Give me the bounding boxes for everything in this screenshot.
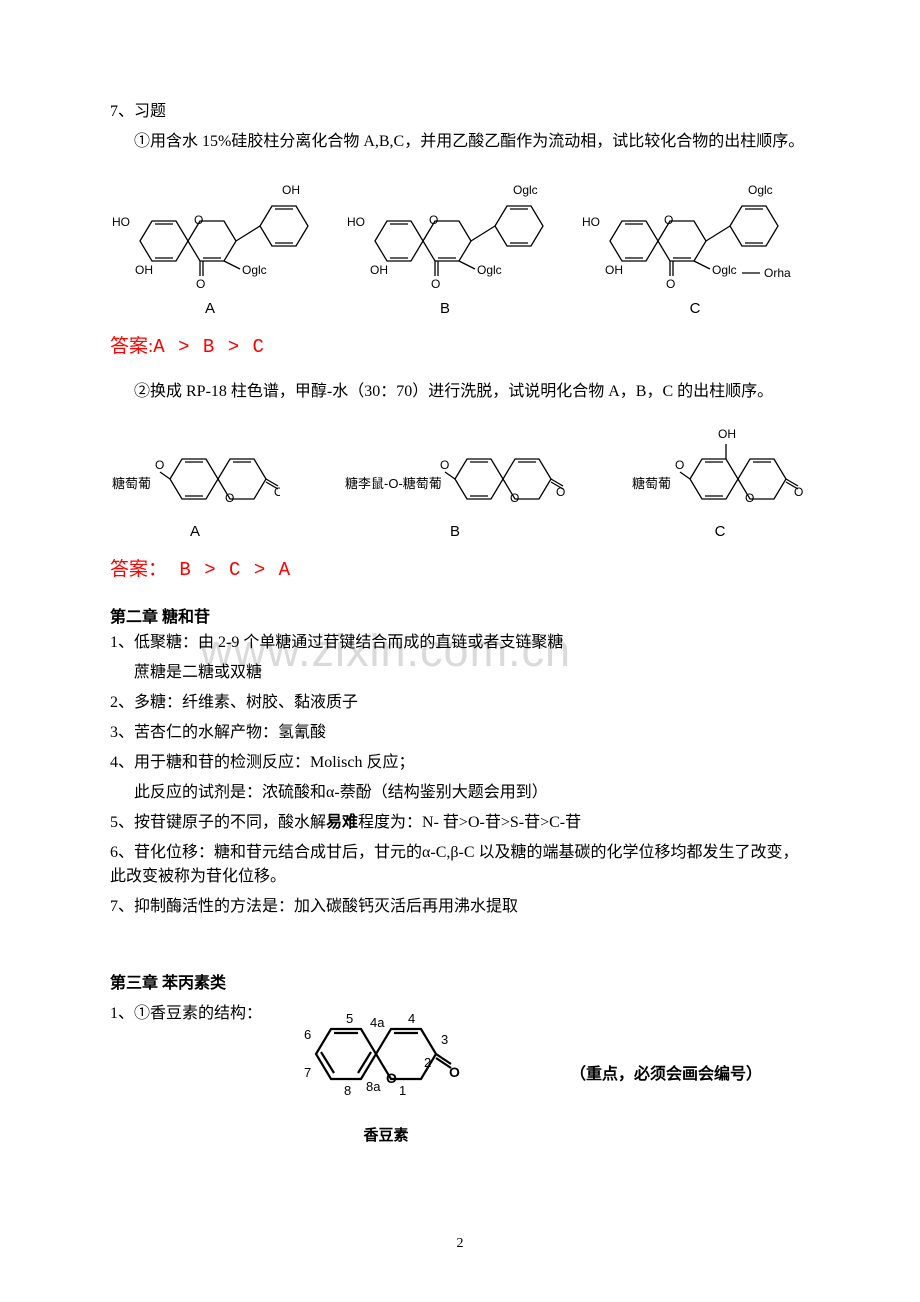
ch2-heading: 第二章 糖和苷 <box>110 603 810 627</box>
q7-title: 7、习题 <box>110 100 810 124</box>
coum-label-c: C <box>715 523 726 540</box>
page-number: 2 <box>457 1236 464 1252</box>
coumarin-c-svg: O O O OH 糖萄葡 <box>630 424 810 519</box>
ch3-note: （重点，必须会画会编号） <box>570 1060 762 1084</box>
q7-sub2: ②换成 RP-18 柱色谱，甲醇-水（30：70）进行洗脱，试说明化合物 A，B… <box>110 380 810 404</box>
coumarin-row: O O O 糖萄葡 A O O <box>110 424 810 540</box>
label-oh: OH <box>370 263 388 277</box>
n3: 3 <box>441 1032 448 1047</box>
label-o2: O <box>794 485 803 499</box>
ch2-4: 4、用于糖和苷的检测反应：Molisch 反应； <box>110 751 810 775</box>
coum-c: O O O OH 糖萄葡 C <box>630 424 810 540</box>
ch2-1: 1、低聚糖：由 2-9 个单糖通过苷键结合而成的直链或者支链聚糖 <box>110 631 810 655</box>
n5: 5 <box>346 1011 353 1026</box>
ch3-figure-row: 1、①香豆素的结构： 5 4a 4 3 6 7 8 <box>110 999 810 1145</box>
ch2-6: 6、苷化位移：糖和苷元结合成甘后，甘元的α-C,β-C 以及糖的端基碳的化学位移… <box>110 841 810 889</box>
coumarin-numbered: 5 4a 4 3 6 7 8 8a O 1 2 O 香豆素 <box>286 999 486 1145</box>
label-o2: O <box>274 485 280 499</box>
n8: 8 <box>344 1083 351 1098</box>
coum-a: O O O 糖萄葡 A <box>110 434 280 540</box>
no1-atom: O <box>386 1070 397 1086</box>
label-oring: O <box>429 213 438 227</box>
n1: 1 <box>399 1083 406 1098</box>
label-o: O <box>510 491 519 505</box>
q7-sub1: ①用含水 15%硅胶柱分离化合物 A,B,C，并用乙酸乙酯作为流动相，试比较化合… <box>110 130 810 154</box>
n4a: 4a <box>370 1015 385 1030</box>
ch3-item1: 1、①香豆素的结构： <box>110 999 262 1023</box>
answer2-label: 答案： <box>110 559 167 580</box>
coum-label-b: B <box>450 523 460 540</box>
label-oring: O <box>194 213 203 227</box>
label-o3: O <box>675 458 684 472</box>
ch2-1b: 蔗糖是二糖或双糖 <box>110 661 810 685</box>
label-oglc: Oglc <box>477 263 502 277</box>
coum-b: O O O 糖李鼠-O-糖萄葡 B <box>345 434 565 540</box>
label-b: B <box>440 300 450 317</box>
answer2-expr: B > C > A <box>167 559 291 581</box>
label-c: C <box>690 300 701 317</box>
label-a: A <box>205 300 215 317</box>
n8a: 8a <box>366 1079 381 1094</box>
label-sugar-c: 糖萄葡 <box>632 476 671 491</box>
label-oring: O <box>664 213 673 227</box>
label-o: O <box>431 277 440 291</box>
coumarin-b-svg: O O O 糖李鼠-O-糖萄葡 <box>345 434 565 519</box>
label-orha: Orha <box>764 266 791 280</box>
flavonoid-row: HO OH O O Oglc OH A <box>110 166 810 317</box>
label-sugar: 糖萄葡 <box>112 476 151 491</box>
label-oglc-top: Oglc <box>513 183 538 197</box>
label-ho: HO <box>582 215 600 229</box>
flavonoid-c-svg: HO OH O O Oglc Oglc Orha <box>580 166 810 296</box>
ch2-3: 3、苦杏仁的水解产物：氢氰酸 <box>110 721 810 745</box>
no2-atom: O <box>449 1064 460 1080</box>
ch2-4b: 此反应的试剂是：浓硫酸和α-萘酚（结构鉴别大题会用到） <box>110 781 810 805</box>
label-ho: HO <box>112 215 130 229</box>
struct-b: HO OH O O Oglc Oglc B <box>345 166 545 317</box>
coumarin-numbered-svg: 5 4a 4 3 6 7 8 8a O 1 2 O <box>286 999 486 1119</box>
label-o3: O <box>155 458 164 472</box>
ch2-5: 5、按苷键原子的不同，酸水解易难程度为：N- 苷>O-苷>S-苷>C-苷 <box>110 811 810 835</box>
struct-a: HO OH O O Oglc OH A <box>110 166 310 317</box>
coumarin-a-svg: O O O 糖萄葡 <box>110 434 280 519</box>
label-ho: HO <box>347 215 365 229</box>
ch2-7: 7、抑制酶活性的方法是：加入碳酸钙灭活后再用沸水提取 <box>110 895 810 919</box>
label-oh: OH <box>135 263 153 277</box>
label-o: O <box>225 491 234 505</box>
page-content: 7、习题 ①用含水 15%硅胶柱分离化合物 A,B,C，并用乙酸乙酯作为流动相，… <box>110 100 810 1145</box>
flavonoid-a-svg: HO OH O O Oglc OH <box>110 166 310 296</box>
label-oh-top: OH <box>282 183 300 197</box>
struct-c: HO OH O O Oglc Oglc Orha C <box>580 166 810 317</box>
label-o: O <box>196 277 205 291</box>
label-o2: O <box>556 485 565 499</box>
flavonoid-b-svg: HO OH O O Oglc Oglc <box>345 166 545 296</box>
label-oh: OH <box>718 427 736 441</box>
label-o: O <box>666 277 675 291</box>
answer2: 答案： B > C > A <box>110 554 810 581</box>
label-o: O <box>745 491 754 505</box>
label-oglc: Oglc <box>242 263 267 277</box>
label-oh: OH <box>605 263 623 277</box>
label-o3: O <box>440 458 449 472</box>
coum-label-a: A <box>190 523 200 540</box>
label-oglc: Oglc <box>712 263 737 277</box>
coumarin-caption: 香豆素 <box>286 1124 486 1145</box>
bold-text: 易难 <box>326 814 358 831</box>
answer1: 答案:A > B > C <box>110 331 810 358</box>
label-sugar-b: 糖李鼠-O-糖萄葡 <box>345 476 442 491</box>
answer1-label: 答案: <box>110 336 153 357</box>
n4: 4 <box>408 1011 415 1026</box>
ch2-2: 2、多糖：纤维素、树胶、黏液质子 <box>110 691 810 715</box>
n7: 7 <box>304 1065 311 1080</box>
label-oglc-top: Oglc <box>748 183 773 197</box>
n2: 2 <box>424 1055 431 1070</box>
n6: 6 <box>304 1027 311 1042</box>
ch3-heading: 第三章 苯丙素类 <box>110 969 810 993</box>
answer1-expr: A > B > C <box>153 336 265 358</box>
